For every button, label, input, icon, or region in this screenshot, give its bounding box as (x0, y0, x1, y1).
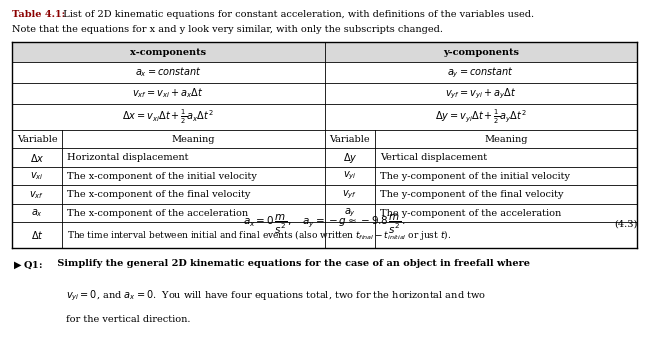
Text: $\Delta y = v_{yi}\Delta t + \frac{1}{2}a_y \Delta t^2$: $\Delta y = v_{yi}\Delta t + \frac{1}{2}… (435, 108, 527, 126)
Text: The x-component of the acceleration: The x-component of the acceleration (67, 209, 249, 218)
Text: $v_{yf}$: $v_{yf}$ (342, 188, 358, 201)
Text: Note that the equations for x and y look very similar, with only the subscripts : Note that the equations for x and y look… (12, 25, 443, 34)
Text: $a_y = \mathit{constant}$: $a_y = \mathit{constant}$ (447, 65, 515, 80)
Text: $v_{xf} = v_{xi} + a_x \Delta t$: $v_{xf} = v_{xi} + a_x \Delta t$ (132, 87, 204, 100)
Text: Variable: Variable (330, 134, 370, 144)
Text: for the vertical direction.: for the vertical direction. (66, 315, 190, 324)
Text: Horizontal displacement: Horizontal displacement (67, 153, 189, 162)
Text: The x-component of the initial velocity: The x-component of the initial velocity (67, 172, 258, 181)
FancyBboxPatch shape (324, 42, 637, 62)
Text: $v_{yf} = v_{yi} + a_y \Delta t$: $v_{yf} = v_{yi} + a_y \Delta t$ (445, 86, 517, 101)
Text: $v_{yi}$: $v_{yi}$ (343, 170, 357, 182)
Text: $a_x$: $a_x$ (31, 207, 43, 219)
Text: $\Delta x = v_{xi}\Delta t + \frac{1}{2}a_x \Delta t^2$: $\Delta x = v_{xi}\Delta t + \frac{1}{2}… (122, 108, 214, 126)
Text: $a_y$: $a_y$ (344, 207, 356, 219)
Text: The time interval between initial and final events (also written $t_{final} - t_: The time interval between initial and fi… (67, 228, 452, 242)
Text: $\Delta x$: $\Delta x$ (30, 152, 44, 163)
Text: y-components: y-components (443, 48, 519, 57)
Text: $a_x = 0\,\dfrac{m}{s^2}, \quad a_y = -g \approx -9.8\,\dfrac{m}{s^2}.$: $a_x = 0\,\dfrac{m}{s^2}, \quad a_y = -g… (243, 213, 406, 236)
Text: $v_{yi} = 0$, and $a_x = 0$.  You will have four equations total, two for the ho: $v_{yi} = 0$, and $a_x = 0$. You will ha… (66, 288, 485, 303)
Text: $\blacktriangleright$Q1:: $\blacktriangleright$Q1: (12, 259, 43, 271)
Text: $\Delta y$: $\Delta y$ (343, 151, 357, 164)
Text: Vertical displacement: Vertical displacement (380, 153, 487, 162)
Text: Meaning: Meaning (171, 134, 215, 144)
Text: The y-component of the final velocity: The y-component of the final velocity (380, 190, 564, 199)
Text: List of 2D kinematic equations for constant acceleration, with definitions of th: List of 2D kinematic equations for const… (60, 10, 535, 19)
Text: The y-component of the initial velocity: The y-component of the initial velocity (380, 172, 570, 181)
Text: Meaning: Meaning (484, 134, 528, 144)
Text: (4.3): (4.3) (614, 220, 637, 228)
Text: x-components: x-components (130, 48, 206, 57)
Text: The x-component of the final velocity: The x-component of the final velocity (67, 190, 251, 199)
Text: $a_x = \mathit{constant}$: $a_x = \mathit{constant}$ (134, 66, 202, 79)
Text: Simplify the general 2D kinematic equations for the case of an object in freefal: Simplify the general 2D kinematic equati… (54, 259, 530, 269)
Text: Table 4.1:: Table 4.1: (12, 10, 65, 19)
Text: $\Delta t$: $\Delta t$ (31, 229, 43, 241)
Text: Variable: Variable (17, 134, 57, 144)
FancyBboxPatch shape (12, 42, 324, 62)
Text: $v_{xi}$: $v_{xi}$ (30, 170, 44, 182)
Text: $v_{xf}$: $v_{xf}$ (29, 189, 45, 201)
Text: The y-component of the acceleration: The y-component of the acceleration (380, 209, 561, 218)
